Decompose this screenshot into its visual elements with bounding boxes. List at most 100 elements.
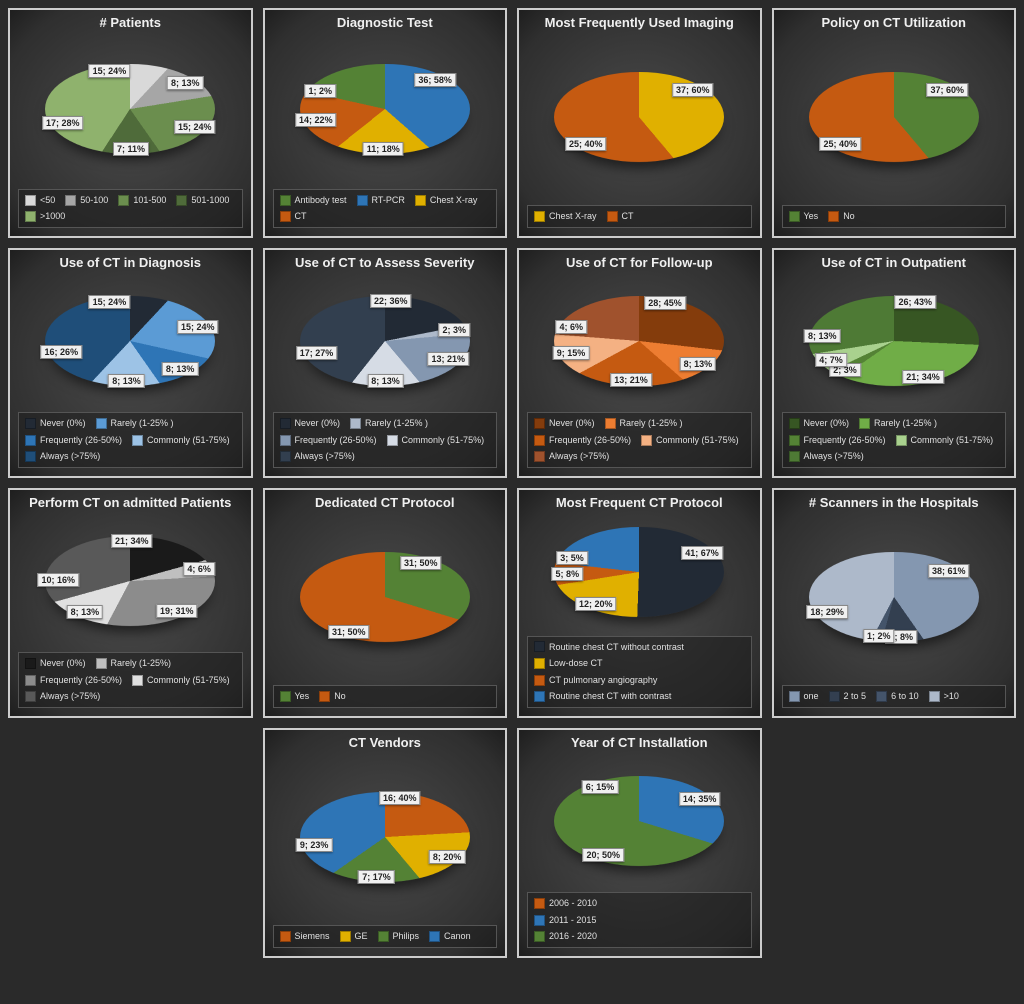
legend-swatch — [25, 435, 36, 446]
legend-swatch — [96, 658, 107, 669]
legend-item: RT-PCR — [357, 194, 405, 207]
legend-swatch — [280, 435, 291, 446]
slice-label: 9; 23% — [296, 838, 333, 852]
slice-label: 17; 27% — [296, 346, 338, 360]
slice-label: 38; 61% — [928, 564, 970, 578]
chart-title: Most Frequently Used Imaging — [527, 16, 752, 31]
slice-label: 8; 13% — [67, 605, 104, 619]
legend-label: Always (>75%) — [40, 450, 100, 463]
legend-item: Commonly (51-75%) — [387, 434, 485, 447]
legend-label: Frequently (26-50%) — [295, 434, 377, 447]
legend-label: Never (0%) — [804, 417, 850, 430]
chart-area: 28; 45%8; 13%13; 21%9; 15%4; 6% — [527, 273, 752, 408]
legend-swatch — [534, 931, 545, 942]
legend-item: Always (>75%) — [25, 690, 100, 703]
slice-label: 37; 60% — [926, 83, 968, 97]
slice-label: 10; 16% — [38, 573, 80, 587]
slice-label: 11; 18% — [363, 142, 404, 156]
legend-item: Frequently (26-50%) — [25, 434, 122, 447]
legend-swatch — [25, 675, 36, 686]
legend-label: Commonly (51-75%) — [147, 674, 230, 687]
slice-label: 25; 40% — [565, 137, 607, 151]
legend-swatch — [829, 691, 840, 702]
legend-swatch — [132, 435, 143, 446]
legend-swatch — [789, 418, 800, 429]
legend-label: 2011 - 2015 — [549, 914, 596, 927]
legend-label: Siemens — [295, 930, 330, 943]
legend-item: 101-500 — [118, 194, 166, 207]
legend-label: Rarely (1-25% ) — [620, 417, 683, 430]
legend-item: Siemens — [280, 930, 330, 943]
legend-item: Routine chest CT with contrast — [534, 690, 745, 703]
legend-label: Always (>75%) — [549, 450, 609, 463]
legend-label: Never (0%) — [295, 417, 341, 430]
legend-swatch — [319, 691, 330, 702]
chart-panel: Most Frequent CT Protocol41; 67%12; 20%5… — [517, 488, 762, 718]
chart-panel: Use of CT in Diagnosis15; 24%15; 24%8; 1… — [8, 248, 253, 478]
charts-grid: # Patients15; 24%8; 13%15; 24%7; 11%17; … — [8, 8, 1016, 958]
legend-item: one — [789, 690, 819, 703]
legend-swatch — [534, 915, 545, 926]
chart-panel: # Patients15; 24%8; 13%15; 24%7; 11%17; … — [8, 8, 253, 238]
slice-label: 18; 29% — [806, 605, 848, 619]
chart-panel: # Scanners in the Hospitals38; 61%5; 8%1… — [772, 488, 1017, 718]
legend-label: Commonly (51-75%) — [402, 434, 485, 447]
legend-swatch — [534, 451, 545, 462]
legend-swatch — [132, 675, 143, 686]
legend-swatch — [280, 691, 291, 702]
legend-item: Yes — [280, 690, 310, 703]
chart-legend: SiemensGEPhilipsCanon — [273, 925, 498, 948]
chart-area: 21; 34%4; 6%19; 31%8; 13%10; 16% — [18, 513, 243, 648]
legend-item: CT — [280, 210, 307, 223]
legend-item: Routine chest CT without contrast — [534, 641, 745, 654]
slice-label: 21; 34% — [111, 534, 153, 548]
slice-label: 8; 13% — [167, 76, 204, 90]
legend-swatch — [25, 211, 36, 222]
legend-item: Frequently (26-50%) — [789, 434, 886, 447]
slice-label: 36; 58% — [414, 73, 456, 87]
slice-label: 15; 24% — [174, 120, 216, 134]
chart-legend: Chest X-rayCT — [527, 205, 752, 228]
legend-swatch — [280, 931, 291, 942]
legend-swatch — [25, 658, 36, 669]
legend-swatch — [280, 418, 291, 429]
slice-label: 8; 13% — [108, 374, 145, 388]
legend-swatch — [415, 195, 426, 206]
legend-swatch — [96, 418, 107, 429]
chart-legend: 2006 - 20102011 - 20152016 - 2020 — [527, 892, 752, 948]
slice-label: 4; 6% — [183, 562, 215, 576]
legend-label: RT-PCR — [372, 194, 405, 207]
legend-label: Low-dose CT — [549, 657, 603, 670]
slice-label: 25; 40% — [819, 137, 861, 151]
legend-item: Commonly (51-75%) — [641, 434, 739, 447]
legend-item: Never (0%) — [25, 657, 86, 670]
legend-swatch — [280, 211, 291, 222]
legend-swatch — [280, 195, 291, 206]
slice-label: 7; 11% — [113, 142, 149, 156]
legend-swatch — [25, 691, 36, 702]
legend-swatch — [350, 418, 361, 429]
slice-label: 1; 2% — [863, 629, 895, 643]
legend-label: Commonly (51-75%) — [656, 434, 739, 447]
legend-label: No — [334, 690, 346, 703]
slice-label: 41; 67% — [681, 546, 723, 560]
chart-area: 37; 60% 25; 40% — [782, 33, 1007, 201]
legend-swatch — [789, 691, 800, 702]
chart-panel: Dedicated CT Protocol31; 50%31; 50%YesNo — [263, 488, 508, 718]
legend-label: GE — [355, 930, 368, 943]
slice-label: 8; 13% — [680, 357, 717, 371]
legend-swatch — [378, 931, 389, 942]
legend-label: Commonly (51-75%) — [911, 434, 994, 447]
chart-area: 15; 24%15; 24%8; 13%8; 13%16; 26% — [18, 273, 243, 408]
legend-item: Yes — [789, 210, 819, 223]
legend-label: Never (0%) — [40, 657, 86, 670]
legend-swatch — [534, 435, 545, 446]
slice-label: 22; 36% — [370, 294, 412, 308]
chart-panel: Use of CT to Assess Severity22; 36%2; 3%… — [263, 248, 508, 478]
chart-legend: one2 to 56 to 10>10 — [782, 685, 1007, 708]
legend-label: Never (0%) — [40, 417, 86, 430]
chart-legend: YesNo — [782, 205, 1007, 228]
chart-panel: Year of CT Installation6; 15%14; 35%20; … — [517, 728, 762, 958]
chart-area: 26; 43%21; 34%2; 3%4; 7%8; 13% — [782, 273, 1007, 408]
legend-label: 501-1000 — [191, 194, 229, 207]
